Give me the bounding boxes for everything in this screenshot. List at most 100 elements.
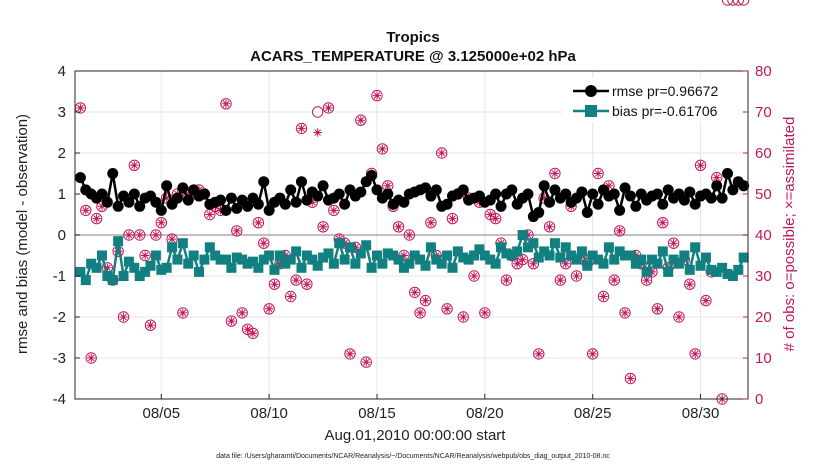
obs-assimilated-marker [351, 243, 360, 252]
obs-assimilated-marker [529, 259, 538, 268]
obs-possible-marker [592, 167, 604, 180]
rmse-point [339, 198, 351, 210]
bias-point [663, 266, 674, 277]
rmse-point [74, 172, 86, 184]
obs-possible-marker [689, 348, 701, 360]
y-tick-label: -2 [53, 309, 66, 326]
legend-rmse-label: rmse pr=0.96672 [612, 83, 718, 99]
obs-possible-marker [700, 294, 712, 307]
bias-point [247, 256, 258, 267]
rmse-point [592, 198, 604, 210]
obs-assimilated-marker [281, 251, 290, 260]
bias-point [506, 250, 517, 261]
obs-assimilated-marker [297, 124, 306, 133]
bias-point [291, 246, 302, 257]
bias-point [107, 275, 118, 286]
rmse-point [231, 202, 243, 214]
obs-assimilated-marker [394, 222, 403, 231]
obs-possible-marker [317, 221, 329, 233]
series-bias [75, 230, 749, 286]
obs-possible-marker [479, 307, 491, 319]
obs-possible-marker [533, 348, 545, 360]
bias-point [609, 254, 620, 265]
obs-assimilated-marker [469, 271, 479, 281]
obs-assimilated-marker [146, 321, 155, 330]
rmse-point [430, 184, 442, 196]
obs-possible-marker [328, 204, 340, 217]
rmse-point [290, 196, 302, 208]
bias-point [194, 266, 205, 277]
obs-possible-marker [684, 278, 696, 290]
bias-point [123, 256, 134, 267]
obs-assimilated-marker [232, 226, 241, 236]
bias-point [258, 254, 269, 265]
bias-point [684, 264, 695, 275]
bias-point [415, 254, 426, 265]
obs-possible-marker [732, 0, 744, 6]
obs-assimilated-marker [421, 296, 430, 305]
obs-assimilated-marker [459, 312, 468, 322]
bias-point [296, 262, 307, 273]
obs-assimilated-marker [383, 181, 392, 190]
obs-assimilated-marker [162, 193, 171, 203]
rmse-point [722, 168, 734, 179]
bias-point [738, 252, 749, 263]
x-tick-label: 08/25 [574, 405, 612, 422]
rmse-point [506, 184, 518, 196]
obs-possible-marker [139, 249, 151, 262]
y-axis-label: rmse and bias (model - observation) [14, 114, 31, 354]
rmse-point [128, 188, 140, 200]
obs-assimilated-marker [620, 308, 630, 318]
obs-assimilated-marker [275, 259, 285, 268]
x-tick-label: 08/30 [682, 405, 720, 422]
obs-assimilated-marker [308, 198, 317, 207]
bias-point [167, 242, 178, 253]
rmse-point [619, 182, 631, 194]
rmse-point [614, 204, 626, 216]
bias-point [204, 242, 215, 253]
y2-tick-label: 10 [755, 350, 772, 367]
bias-point [140, 266, 151, 277]
obs-possible-marker [419, 294, 432, 307]
rmse-point [312, 190, 324, 202]
data-file-footer: data file: /Users/gharamti/Documents/NCA… [216, 453, 610, 460]
obs-possible-marker [236, 307, 248, 319]
obs-possible-marker [673, 311, 685, 323]
obs-possible-marker [403, 229, 416, 241]
obs-assimilated-marker [405, 230, 414, 240]
bias-point [156, 264, 167, 275]
rmse-point [651, 188, 663, 200]
obs-assimilated-marker [119, 312, 128, 322]
obs-assimilated-marker [550, 169, 560, 178]
obs-assimilated-marker [97, 202, 107, 211]
obs-possible-marker [667, 237, 680, 249]
obs-assimilated-marker [399, 251, 409, 260]
obs-assimilated-marker [227, 316, 236, 326]
bias-point [323, 248, 334, 259]
obs-possible-marker [570, 270, 583, 282]
obs-possible-marker [355, 114, 367, 126]
rmse-point [544, 196, 556, 208]
x-tick-label: 08/10 [250, 405, 288, 422]
obs-assimilated-marker [437, 148, 446, 158]
obs-assimilated-marker [480, 308, 490, 318]
y2-tick-label: 50 [755, 186, 772, 203]
obs-assimilated-marker [642, 275, 651, 285]
obs-assimilated-marker [248, 329, 258, 338]
rmse-point [333, 188, 345, 200]
obs-assimilated-marker [378, 144, 387, 154]
chart-title: Tropics [386, 29, 439, 46]
rmse-point [608, 188, 620, 200]
obs-assimilated-marker [410, 288, 419, 297]
rmse-point [441, 198, 453, 210]
obs-possible-marker [90, 212, 103, 225]
bias-point [555, 252, 566, 263]
obs-possible-marker [597, 290, 610, 303]
obs-assimilated-marker [534, 349, 543, 359]
y2-tick-label: 30 [755, 268, 772, 285]
obs-possible-marker [263, 303, 275, 315]
bias-point [722, 268, 733, 279]
bias-point [539, 246, 550, 257]
bias-point [361, 240, 372, 251]
